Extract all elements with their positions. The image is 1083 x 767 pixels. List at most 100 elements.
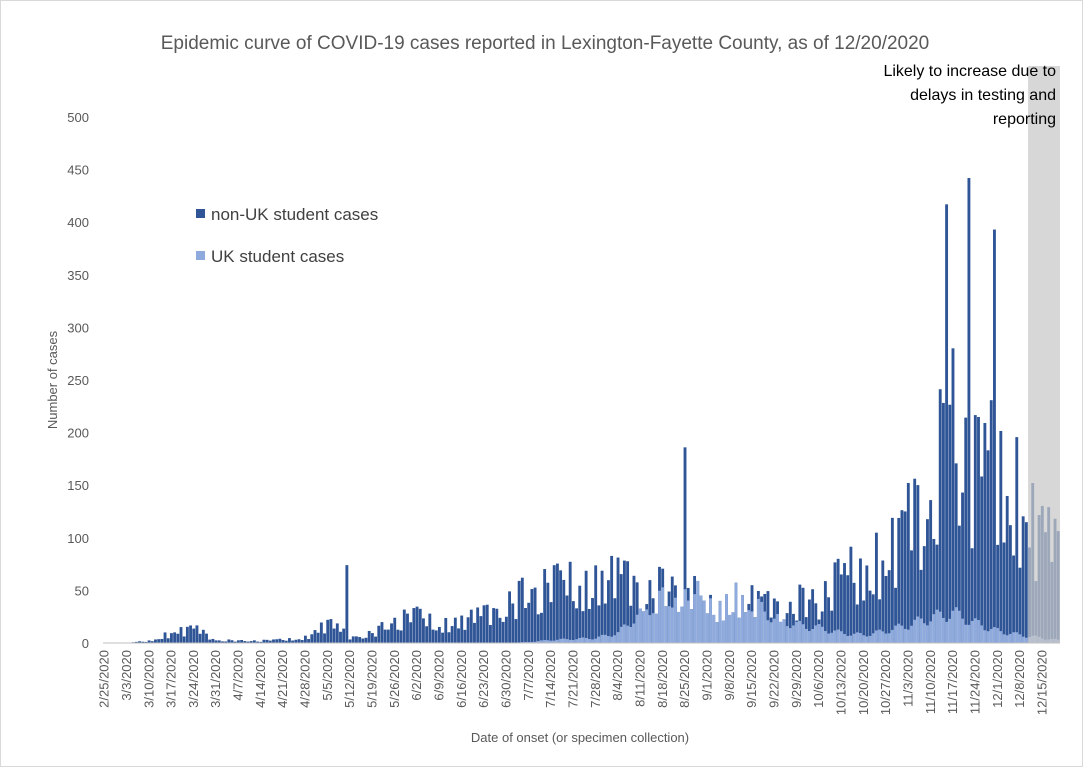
y-tick-label: 100	[67, 531, 89, 546]
x-tick-label: 9/15/2020	[744, 650, 759, 708]
bar-uk-day-132	[524, 641, 527, 643]
bar-non-uk-day-101	[425, 626, 429, 643]
bar-non-uk-day-285	[1012, 555, 1016, 643]
bar-non-uk-day-251	[903, 511, 907, 643]
bar-non-uk-day-128	[511, 603, 515, 643]
bar-non-uk-day-232	[843, 563, 846, 643]
bar-uk-day-193	[718, 600, 722, 643]
y-tick-label: 50	[75, 583, 89, 598]
bar-uk-day-137	[540, 640, 543, 643]
bar-uk-day-143	[559, 638, 563, 643]
bar-uk-day-214	[785, 626, 789, 643]
bar-non-uk-day-76	[345, 565, 349, 643]
bar-uk-day-180	[677, 611, 681, 643]
bar-non-uk-day-12	[141, 641, 145, 643]
bar-non-uk-day-223	[814, 603, 818, 643]
x-tick-label: 3/10/2020	[141, 650, 156, 708]
bar-non-uk-day-103	[431, 629, 435, 643]
legend-label-non-uk: non-UK student cases	[211, 205, 378, 224]
bar-non-uk-day-90	[390, 623, 393, 643]
annotation-line-2: delays in testing and	[910, 87, 1056, 104]
bar-non-uk-day-142	[555, 563, 559, 643]
bar-uk-day-171	[648, 615, 652, 643]
x-tick-label: 12/8/2020	[1012, 650, 1027, 708]
bar-non-uk-day-284	[1008, 525, 1012, 643]
bar-non-uk-day-46	[249, 641, 253, 643]
bar-non-uk-day-167	[635, 582, 639, 643]
bar-non-uk-day-266	[951, 348, 955, 643]
bar-uk-day-160	[613, 635, 617, 643]
bar-uk-day-155	[597, 636, 601, 643]
bar-non-uk-day-66	[313, 630, 317, 643]
bar-non-uk-day-135	[533, 587, 537, 643]
bar-uk-day-226	[823, 631, 827, 643]
bar-non-uk-day-57	[284, 640, 288, 643]
x-tick-label: 9/8/2020	[722, 650, 737, 701]
bar-non-uk-day-116	[473, 622, 476, 643]
bar-non-uk-day-227	[827, 597, 830, 643]
bar-non-uk-day-242	[874, 532, 878, 643]
bar-uk-day-211	[776, 613, 779, 643]
bar-uk-day-232	[843, 634, 846, 643]
bar-non-uk-day-246	[887, 570, 891, 643]
bar-non-uk-day-98	[415, 606, 419, 643]
bar-uk-day-172	[651, 613, 655, 643]
bar-uk-day-262	[938, 611, 942, 643]
bar-non-uk-day-158	[607, 580, 610, 643]
bar-non-uk-day-48	[256, 641, 259, 643]
bar-non-uk-day-277	[986, 450, 990, 643]
bar-non-uk-day-265	[948, 404, 952, 643]
x-tick-label: 3/17/2020	[164, 650, 179, 708]
bar-non-uk-day-125	[501, 621, 505, 643]
bar-non-uk-day-114	[466, 617, 470, 643]
bar-uk-day-218	[798, 620, 802, 643]
bar-non-uk-day-34	[211, 638, 215, 643]
bar-uk-day-173	[654, 613, 658, 643]
bar-non-uk-day-283	[1005, 495, 1009, 643]
bar-non-uk-day-254	[913, 478, 917, 643]
bar-non-uk-day-89	[386, 629, 390, 643]
bar-non-uk-day-129	[514, 619, 518, 643]
bar-non-uk-day-229	[833, 562, 837, 643]
bar-uk-day-191	[712, 614, 716, 643]
bar-non-uk-day-63	[303, 635, 307, 643]
bar-uk-day-219	[801, 624, 805, 643]
bar-non-uk-day-31	[201, 629, 205, 643]
x-tick-label: 5/19/2020	[365, 650, 380, 708]
bar-non-uk-day-234	[849, 546, 853, 643]
bar-non-uk-day-56	[281, 640, 285, 643]
bar-non-uk-day-17	[157, 639, 161, 643]
bar-uk-day-190	[709, 598, 712, 643]
bar-non-uk-day-244	[881, 560, 885, 643]
bar-non-uk-day-123	[495, 608, 499, 643]
bar-non-uk-day-154	[594, 565, 598, 643]
bar-non-uk-day-281	[999, 430, 1003, 643]
bar-uk-day-174	[658, 590, 661, 643]
delay-annotation: Likely to increase due to delays in test…	[883, 63, 1056, 128]
x-tick-label: 5/26/2020	[387, 650, 402, 708]
bar-non-uk-day-237	[859, 558, 862, 643]
bar-non-uk-day-40	[230, 640, 234, 643]
bar-uk-day-241	[871, 633, 875, 643]
bar-uk-day-177	[667, 606, 671, 643]
x-tick-label: 8/4/2020	[610, 650, 625, 701]
bar-non-uk-day-87	[380, 622, 384, 643]
bar-uk-day-252	[906, 629, 910, 643]
bar-uk-day-233	[846, 635, 850, 643]
bar-non-uk-day-69	[323, 633, 326, 643]
bar-non-uk-day-248	[894, 587, 897, 643]
bar-non-uk-day-97	[412, 608, 416, 643]
bar-uk-day-236	[855, 632, 859, 643]
bar-uk-day-165	[629, 626, 633, 643]
bar-uk-day-216	[792, 625, 795, 643]
bar-uk-day-141	[552, 640, 556, 643]
bar-non-uk-day-86	[377, 625, 381, 643]
bar-non-uk-day-38	[224, 641, 228, 643]
bar-non-uk-day-121	[488, 624, 492, 643]
bar-non-uk-day-21	[169, 633, 173, 643]
bar-non-uk-day-238	[862, 600, 866, 643]
y-tick-label: 500	[67, 110, 89, 125]
bar-uk-day-135	[533, 641, 537, 643]
bar-non-uk-day-71	[329, 619, 333, 643]
y-tick-label: 450	[67, 163, 89, 178]
